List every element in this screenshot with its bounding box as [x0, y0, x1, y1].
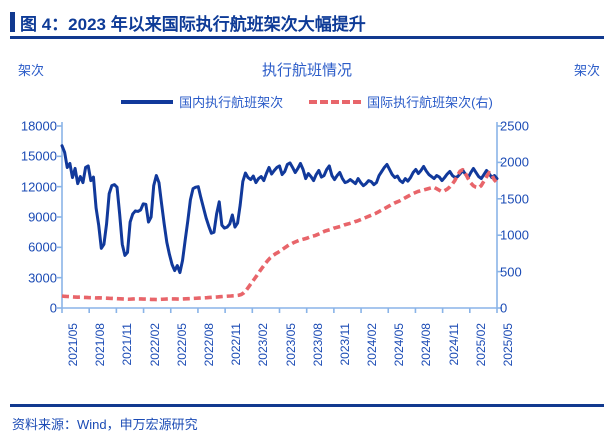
right-axis-tick-label: 500 — [500, 264, 522, 280]
right-axis-unit-label: 架次 — [573, 63, 600, 78]
x-axis-tick-label: 2023/11 — [337, 323, 352, 366]
source-note: 资料来源：Wind，申万宏源研究 — [12, 417, 198, 432]
right-axis-tick-label: 0 — [500, 300, 508, 316]
plot-area — [0, 118, 614, 323]
left-axis-tick-label: 18000 — [20, 118, 57, 134]
series-layer — [60, 144, 499, 302]
series-line-international — [61, 167, 499, 302]
legend-swatch-dashed-line-icon — [309, 99, 362, 104]
series-line-domestic — [60, 144, 499, 275]
chart-legend: 国内执行航班架次 国际执行航班架次(右) — [0, 92, 614, 111]
footer-divider — [10, 404, 604, 407]
title-accent-bar — [10, 12, 15, 32]
left-axis-tick-label: 6000 — [28, 239, 57, 255]
plot-svg — [57, 122, 502, 313]
x-axis-tick-label: 2024/11 — [446, 323, 461, 366]
page-title: 图 4：2023 年以来国际执行航班架次大幅提升 — [20, 14, 366, 34]
left-axis-tick-label: 3000 — [28, 270, 57, 286]
right-axis-tick-label: 1500 — [500, 191, 529, 207]
x-axis-tick-label: 2024/08 — [419, 323, 434, 367]
legend-swatch-solid-line-icon — [121, 99, 174, 104]
left-axis-tick-label: 12000 — [20, 179, 57, 195]
x-axis-tick-labels: 2021/05 2021/08 2021/11 2022/02 2022/05 2022/… — [0, 320, 614, 398]
right-axis-tick-label: 1000 — [500, 227, 529, 243]
left-axis-unit-label: 架次 — [18, 63, 45, 78]
right-axis-tick-label: 2500 — [500, 118, 529, 134]
left-axis-tick-label: 0 — [49, 300, 57, 316]
x-axis-tick-label: 2021/05 — [66, 323, 80, 367]
legend-item-domestic[interactable]: 国内执行航班架次 — [121, 92, 283, 111]
x-axis-tick-label: 2024/02 — [365, 323, 380, 367]
x-axis-tick-label: 2022/02 — [147, 323, 162, 367]
x-axis-tick-label: 2024/05 — [392, 323, 407, 367]
left-axis-tick-label: 15000 — [20, 148, 57, 164]
x-axis-tick-label: 2022/05 — [174, 323, 189, 367]
legend-label-domestic: 国内执行航班架次 — [179, 95, 284, 110]
x-axis-tick-label: 2023/08 — [310, 323, 325, 367]
title-divider — [10, 36, 604, 39]
x-axis-tick-label: 2022/08 — [201, 323, 216, 367]
x-axis-tick-label: 2025/05 — [501, 323, 515, 367]
chart-title: 执行航班情况 — [261, 62, 352, 79]
legend-item-international[interactable]: 国际执行航班架次(右) — [309, 92, 493, 111]
x-axis-tick-label: 2023/05 — [283, 323, 298, 367]
x-axis-tick-label: 2022/11 — [229, 323, 244, 366]
x-axis-tick-label: 2023/02 — [256, 323, 271, 367]
axes-layer — [57, 122, 502, 313]
right-axis-tick-labels: 2500 2000 1500 1000 500 0 — [500, 118, 552, 323]
left-axis-tick-labels: 18000 15000 12000 9000 6000 3000 0 — [5, 118, 57, 323]
x-axis-tick-label: 2025/02 — [473, 323, 488, 367]
x-axis-tick-label: 2021/11 — [120, 323, 135, 366]
legend-label-international: 国际执行航班架次(右) — [367, 95, 493, 110]
right-axis-tick-label: 2000 — [500, 154, 529, 170]
left-axis-tick-label: 9000 — [28, 209, 57, 225]
figure-title-row: 图 4：2023 年以来国际执行航班架次大幅提升 — [0, 8, 614, 36]
x-axis-tick-label: 2021/08 — [93, 323, 108, 367]
